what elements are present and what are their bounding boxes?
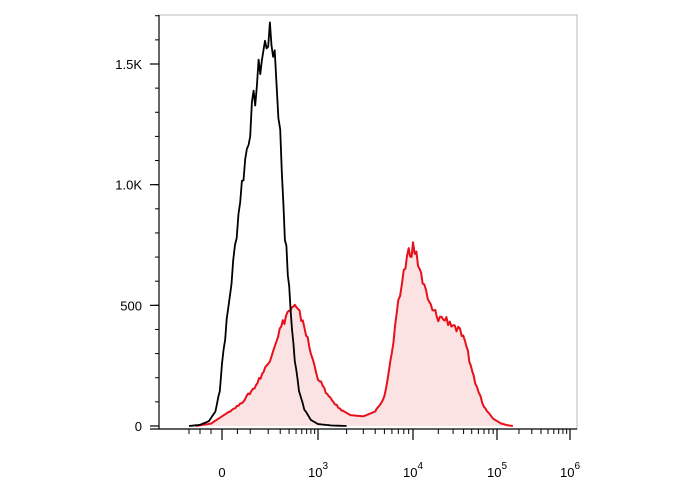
minor-ticks — [155, 15, 568, 434]
series-line-1 — [195, 241, 514, 427]
y-tick-label: 1.0K — [115, 178, 142, 193]
x-tick-label: 105 — [487, 461, 507, 480]
x-axis-ticks: 0 103 104 105 106 — [218, 429, 580, 480]
x-tick-label: 106 — [560, 461, 580, 480]
y-axis-ticks: 0 500 1.0K 1.5K — [115, 57, 159, 434]
series-line-0 — [188, 21, 347, 427]
y-tick-label: 500 — [120, 298, 142, 313]
y-tick-label: 0 — [135, 419, 142, 434]
y-tick-label: 1.5K — [115, 57, 142, 72]
x-tick-label: 103 — [308, 461, 328, 480]
x-tick-label: 0 — [218, 465, 225, 480]
x-tick-label: 104 — [403, 461, 423, 480]
series-area-fill-1 — [195, 242, 513, 426]
series-layer — [188, 21, 514, 427]
